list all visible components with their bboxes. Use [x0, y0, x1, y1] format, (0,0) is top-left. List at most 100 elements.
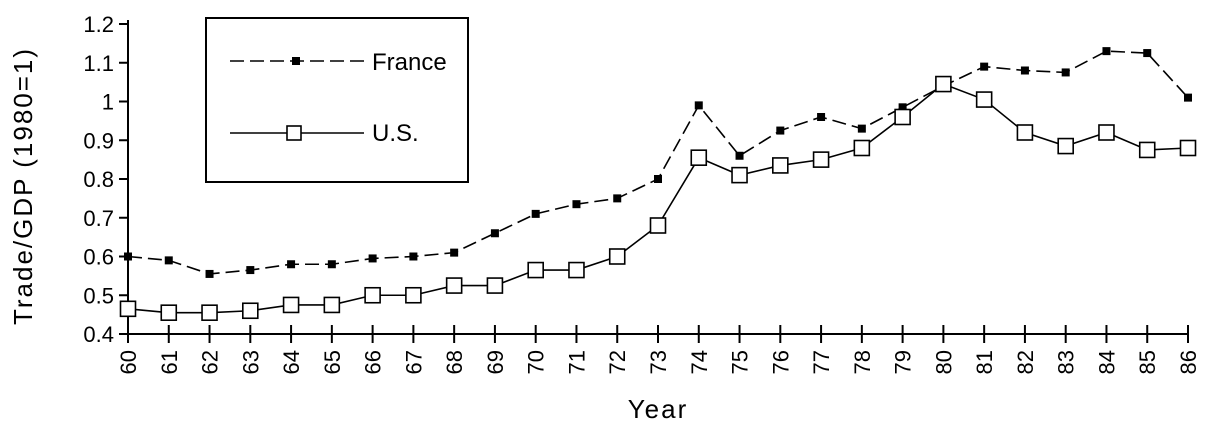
us-point: [1016, 124, 1034, 141]
us-point: [772, 157, 789, 174]
x-tick-label: 69: [483, 350, 508, 374]
x-tick-label: 85: [1135, 350, 1160, 374]
us-point: [690, 149, 708, 166]
x-tick-label: 72: [605, 350, 630, 374]
x-tick-label: 80: [931, 350, 956, 374]
y-tick-label: 1: [102, 90, 114, 115]
us-point: [731, 166, 748, 184]
france-point: [898, 103, 907, 112]
france-point: [613, 194, 622, 203]
france-point: [654, 175, 662, 183]
x-tick-label: 76: [768, 350, 793, 374]
x-axis-title: Year: [628, 394, 689, 424]
us-point: [649, 217, 667, 234]
france-point: [287, 260, 296, 269]
france-point: [776, 126, 785, 135]
us-point: [1179, 139, 1197, 157]
us-point: [853, 139, 871, 157]
france-point: [368, 254, 377, 263]
y-ticks: 0.4 0.5 0.6 0.7 0.8 0.9 1 1.1 1.2: [83, 12, 128, 347]
series-layer: [119, 47, 1197, 321]
france-point: [1061, 68, 1070, 77]
y-tick-label: 0.7: [83, 206, 114, 231]
us-point: [608, 248, 626, 265]
x-tick-label: 81: [972, 350, 997, 374]
france-point: [246, 266, 255, 275]
x-tick-label: 75: [728, 350, 753, 374]
france-point: [327, 260, 336, 269]
us-point: [119, 300, 137, 318]
us-point: [935, 75, 952, 93]
us-point: [282, 296, 300, 314]
legend-us-label: U.S.: [372, 120, 419, 147]
plot-area: 0.4 0.5 0.6 0.7 0.8 0.9 1 1.1 1.2 60 61 62 63 64 65 66…: [83, 12, 1201, 374]
x-tick-label: 65: [320, 350, 345, 374]
france-point: [124, 252, 132, 261]
france-point: [857, 124, 866, 133]
legend: France U.S.: [205, 17, 469, 183]
x-tick-label: 74: [687, 350, 712, 374]
france-point: [164, 256, 173, 265]
france-point: [572, 200, 581, 209]
us-point: [160, 304, 178, 321]
legend-france-marker: [292, 57, 300, 65]
y-tick-label: 1.1: [83, 51, 114, 76]
x-tick-label: 82: [1013, 350, 1038, 374]
us-point: [445, 277, 463, 294]
y-tick-label: 0.4: [83, 322, 114, 347]
x-tick-label: 61: [157, 350, 182, 374]
us-point: [486, 277, 504, 294]
y-tick-label: 0.5: [83, 283, 114, 308]
x-tick-label: 78: [850, 350, 875, 374]
us-point: [201, 304, 218, 321]
us-point: [323, 296, 341, 314]
legend-france-label: France: [372, 49, 447, 76]
france-point: [531, 209, 540, 218]
legend-box: [205, 17, 469, 183]
y-tick-label: 0.8: [83, 167, 114, 192]
x-tick-label: 66: [361, 350, 386, 374]
y-axis-title: Trade/GDP (1980=1): [8, 47, 38, 325]
x-tick-label: 73: [646, 350, 671, 374]
france-point: [1143, 49, 1152, 58]
y-tick-label: 0.6: [83, 245, 114, 270]
x-tick-label: 71: [564, 350, 589, 374]
x-tick-label: 68: [442, 350, 467, 374]
france-point: [980, 62, 989, 71]
x-tick-label: 64: [279, 350, 304, 374]
us-point: [1057, 137, 1074, 155]
x-tick-label: 60: [116, 350, 141, 374]
x-tick-label: 63: [238, 350, 263, 374]
france-point: [1020, 66, 1029, 75]
x-ticks: 60 61 62 63 64 65 66 67 68 69 70 71 72 73 74 75 76 77 78 79…: [116, 325, 1201, 374]
x-tick-label: 62: [198, 350, 223, 374]
us-point: [1098, 124, 1115, 141]
us-point: [568, 261, 585, 279]
us-point: [527, 261, 544, 279]
france-point: [450, 248, 459, 257]
legend-us-marker: [286, 125, 302, 141]
us-point: [975, 91, 993, 108]
us-point: [894, 108, 911, 126]
us-point: [364, 286, 381, 304]
x-tick-label: 84: [1094, 350, 1119, 374]
us-point: [812, 151, 830, 168]
x-tick-label: 67: [401, 350, 426, 374]
france-point: [205, 269, 214, 278]
us-point: [242, 302, 259, 320]
france-point: [409, 252, 418, 261]
y-tick-label: 1.2: [83, 12, 114, 37]
x-tick-label: 79: [891, 350, 916, 374]
x-tick-label: 70: [524, 350, 549, 374]
x-tick-label: 86: [1176, 350, 1201, 374]
france-point: [1102, 47, 1111, 56]
france-point: [490, 229, 499, 238]
france-point: [1184, 93, 1192, 102]
france-point: [817, 113, 826, 121]
us-point: [405, 286, 422, 304]
y-tick-label: 0.9: [83, 128, 114, 153]
us-point: [1138, 141, 1156, 159]
x-tick-label: 77: [809, 350, 834, 374]
france-point: [694, 101, 703, 110]
france-point: [735, 151, 744, 160]
